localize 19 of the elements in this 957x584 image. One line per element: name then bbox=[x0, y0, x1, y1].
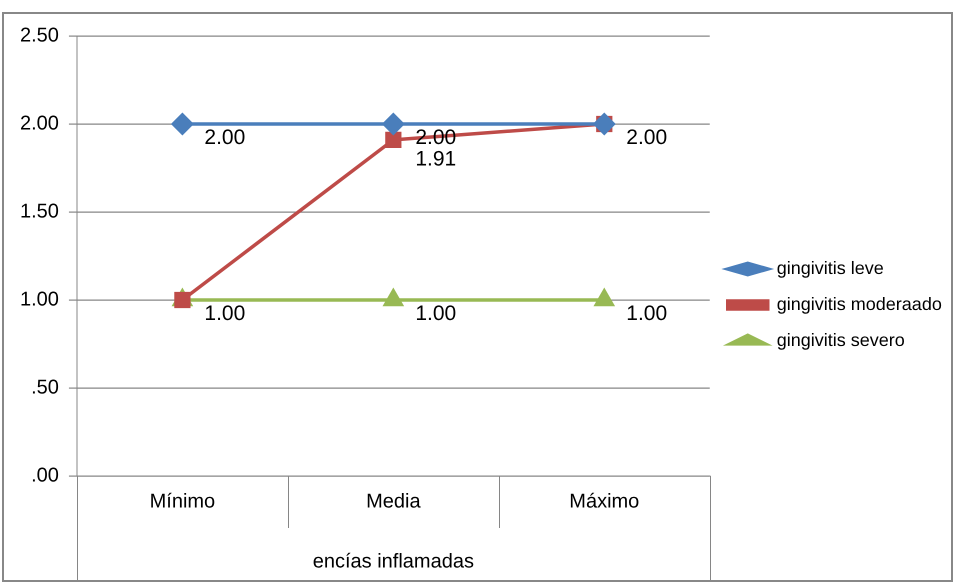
x-tick-label: Máximo bbox=[569, 490, 640, 513]
x-axis-title: encías inflamadas bbox=[312, 550, 474, 573]
y-tick-label: .50 bbox=[31, 376, 59, 399]
y-tick-label: 2.00 bbox=[20, 112, 59, 135]
data-label: 2.00 bbox=[204, 126, 246, 149]
legend-label: gingivitis moderaado bbox=[776, 294, 942, 314]
x-tick-label: Mínimo bbox=[150, 490, 216, 513]
y-tick-label: 1.50 bbox=[20, 200, 59, 223]
legend-label: gingivitis severo bbox=[776, 330, 905, 350]
data-label: 2.00 bbox=[626, 126, 668, 149]
data-label: 1.00 bbox=[415, 302, 456, 325]
y-tick-label: .00 bbox=[31, 464, 59, 487]
legend-label: gingivitis leve bbox=[776, 258, 884, 278]
data-label: 1.00 bbox=[626, 302, 668, 325]
y-tick-label: 1.00 bbox=[20, 288, 59, 311]
x-tick-label: Media bbox=[366, 490, 422, 513]
data-label: 1.00 bbox=[204, 302, 246, 325]
y-tick-label: 2.50 bbox=[20, 24, 59, 47]
data-label: 1.91 bbox=[415, 148, 456, 171]
